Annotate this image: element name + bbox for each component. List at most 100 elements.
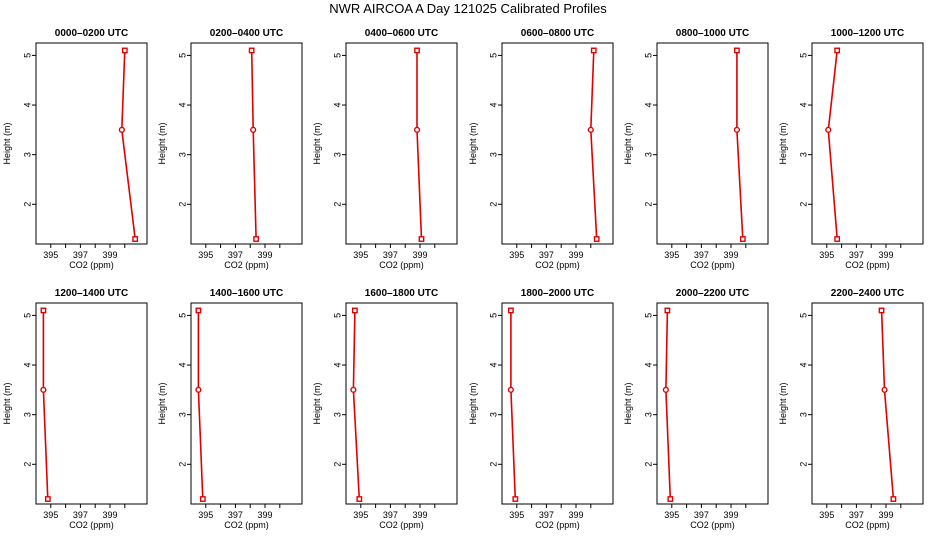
y-tick-label: 5 xyxy=(22,313,32,318)
y-tick-label: 4 xyxy=(177,103,187,108)
x-axis-label: CO2 (ppm) xyxy=(224,260,269,270)
profile-line xyxy=(416,50,423,240)
panel-title: 1600–1800 UTC xyxy=(365,288,438,299)
y-tick-label: 5 xyxy=(332,53,342,58)
y-tick-label: 5 xyxy=(177,313,187,318)
plot-frame xyxy=(190,302,303,505)
x-tick-label: 397 xyxy=(383,510,398,520)
x-tick-label: 395 xyxy=(43,510,58,520)
y-tick-label: 4 xyxy=(332,363,342,368)
x-tick-label: 395 xyxy=(664,250,679,260)
data-point xyxy=(356,496,363,502)
profile-line xyxy=(665,310,672,500)
data-point xyxy=(664,307,671,314)
y-tick-label: 2 xyxy=(332,202,342,207)
y-tick-label: 2 xyxy=(488,462,498,467)
panel-title: 1200–1400 UTC xyxy=(55,288,128,299)
x-tick-label: 397 xyxy=(383,250,398,260)
y-tick-label: 5 xyxy=(798,313,808,318)
data-point xyxy=(40,307,47,314)
y-tick-label: 5 xyxy=(22,53,32,58)
x-tick-label: 395 xyxy=(819,250,834,260)
y-tick-label: 2 xyxy=(798,462,808,467)
x-tick-label: 399 xyxy=(723,510,738,520)
profile-line xyxy=(250,50,257,240)
y-axis-label: Height (m) xyxy=(468,382,478,424)
panel: 2200–2400 UTC 395 397 399 2 3 4 5 CO2 (ppm) Heigh… xyxy=(778,288,924,530)
y-tick-label: 4 xyxy=(22,363,32,368)
y-tick-label: 3 xyxy=(488,152,498,157)
y-tick-label: 3 xyxy=(22,412,32,417)
panel: 2000–2200 UTC 395 397 399 2 3 4 5 CO2 (ppm) Heigh… xyxy=(623,288,769,530)
x-tick-label: 399 xyxy=(568,510,583,520)
y-axis-label: Height (m) xyxy=(157,382,167,424)
data-point xyxy=(834,47,841,54)
data-point xyxy=(662,386,669,393)
data-point xyxy=(121,47,128,54)
panel: 0200–0400 UTC 395 397 399 2 3 4 5 CO2 (ppm) Heigh… xyxy=(157,28,303,270)
y-axis-label: Height (m) xyxy=(468,122,478,164)
x-axis-label: CO2 (ppm) xyxy=(69,260,114,270)
y-axis-label: Height (m) xyxy=(2,122,12,164)
x-axis-label: CO2 (ppm) xyxy=(690,260,735,270)
x-tick-label: 399 xyxy=(102,510,117,520)
y-axis-label: Height (m) xyxy=(157,122,167,164)
y-tick-label: 2 xyxy=(332,462,342,467)
profile-line xyxy=(510,310,517,500)
panel-title: 0800–1000 UTC xyxy=(676,28,749,39)
panel-title: 1800–2000 UTC xyxy=(521,288,594,299)
panels-group: 0000–0200 UTC 395 397 399 2 3 4 5 CO2 (ppm) Heigh… xyxy=(2,28,924,530)
panel: 0600–0800 UTC 395 397 399 2 3 4 5 CO2 (ppm) Heigh… xyxy=(468,28,614,270)
y-tick-label: 5 xyxy=(488,53,498,58)
data-point xyxy=(590,47,597,54)
panel: 0400–0600 UTC 395 397 399 2 3 4 5 CO2 (ppm) Heigh… xyxy=(312,28,458,270)
y-tick-label: 4 xyxy=(798,363,808,368)
panel: 0800–1000 UTC 395 397 399 2 3 4 5 CO2 (ppm) Heigh… xyxy=(623,28,769,270)
x-tick-label: 395 xyxy=(664,510,679,520)
profile-line xyxy=(197,310,204,500)
x-tick-label: 399 xyxy=(412,510,427,520)
data-point xyxy=(418,236,425,242)
x-tick-label: 395 xyxy=(43,250,58,260)
data-point xyxy=(734,47,740,54)
plot-frame xyxy=(501,42,614,245)
y-tick-label: 4 xyxy=(488,103,498,108)
y-tick-label: 2 xyxy=(22,462,32,467)
data-point xyxy=(881,386,888,393)
y-tick-label: 3 xyxy=(177,412,187,417)
x-axis-label: CO2 (ppm) xyxy=(69,520,114,530)
x-tick-label: 399 xyxy=(878,250,893,260)
y-tick-label: 5 xyxy=(643,313,653,318)
x-tick-label: 395 xyxy=(353,250,368,260)
data-point xyxy=(414,47,420,54)
x-axis-label: CO2 (ppm) xyxy=(845,260,890,270)
y-tick-label: 2 xyxy=(643,462,653,467)
panel-title: 0400–0600 UTC xyxy=(365,28,438,39)
x-tick-label: 397 xyxy=(73,510,88,520)
data-point xyxy=(733,126,741,133)
x-tick-label: 395 xyxy=(353,510,368,520)
y-tick-label: 3 xyxy=(332,412,342,417)
y-tick-label: 5 xyxy=(488,313,498,318)
panel-title: 0000–0200 UTC xyxy=(55,28,128,39)
data-point xyxy=(253,236,260,242)
plot-frame xyxy=(811,302,924,505)
data-point xyxy=(825,126,832,133)
y-axis-label: Height (m) xyxy=(623,382,633,424)
plot-frame xyxy=(35,302,148,505)
x-axis-label: CO2 (ppm) xyxy=(535,260,580,270)
y-axis-label: Height (m) xyxy=(312,122,322,164)
plot-frame xyxy=(501,302,614,505)
y-tick-label: 3 xyxy=(488,412,498,417)
panel: 1600–1800 UTC 395 397 399 2 3 4 5 CO2 (ppm) Heigh… xyxy=(312,288,458,530)
data-point xyxy=(739,236,746,242)
profile-line xyxy=(589,50,598,240)
y-tick-label: 4 xyxy=(798,103,808,108)
y-tick-label: 3 xyxy=(643,152,653,157)
x-tick-label: 399 xyxy=(723,250,738,260)
figure-title: NWR AIRCOA A Day 121025 Calibrated Profi… xyxy=(329,1,607,16)
panel: 1200–1400 UTC 395 397 399 2 3 4 5 CO2 (ppm) Heigh… xyxy=(2,288,148,530)
y-tick-label: 3 xyxy=(332,152,342,157)
x-tick-label: 395 xyxy=(198,250,213,260)
panel-title: 2000–2200 UTC xyxy=(676,288,749,299)
